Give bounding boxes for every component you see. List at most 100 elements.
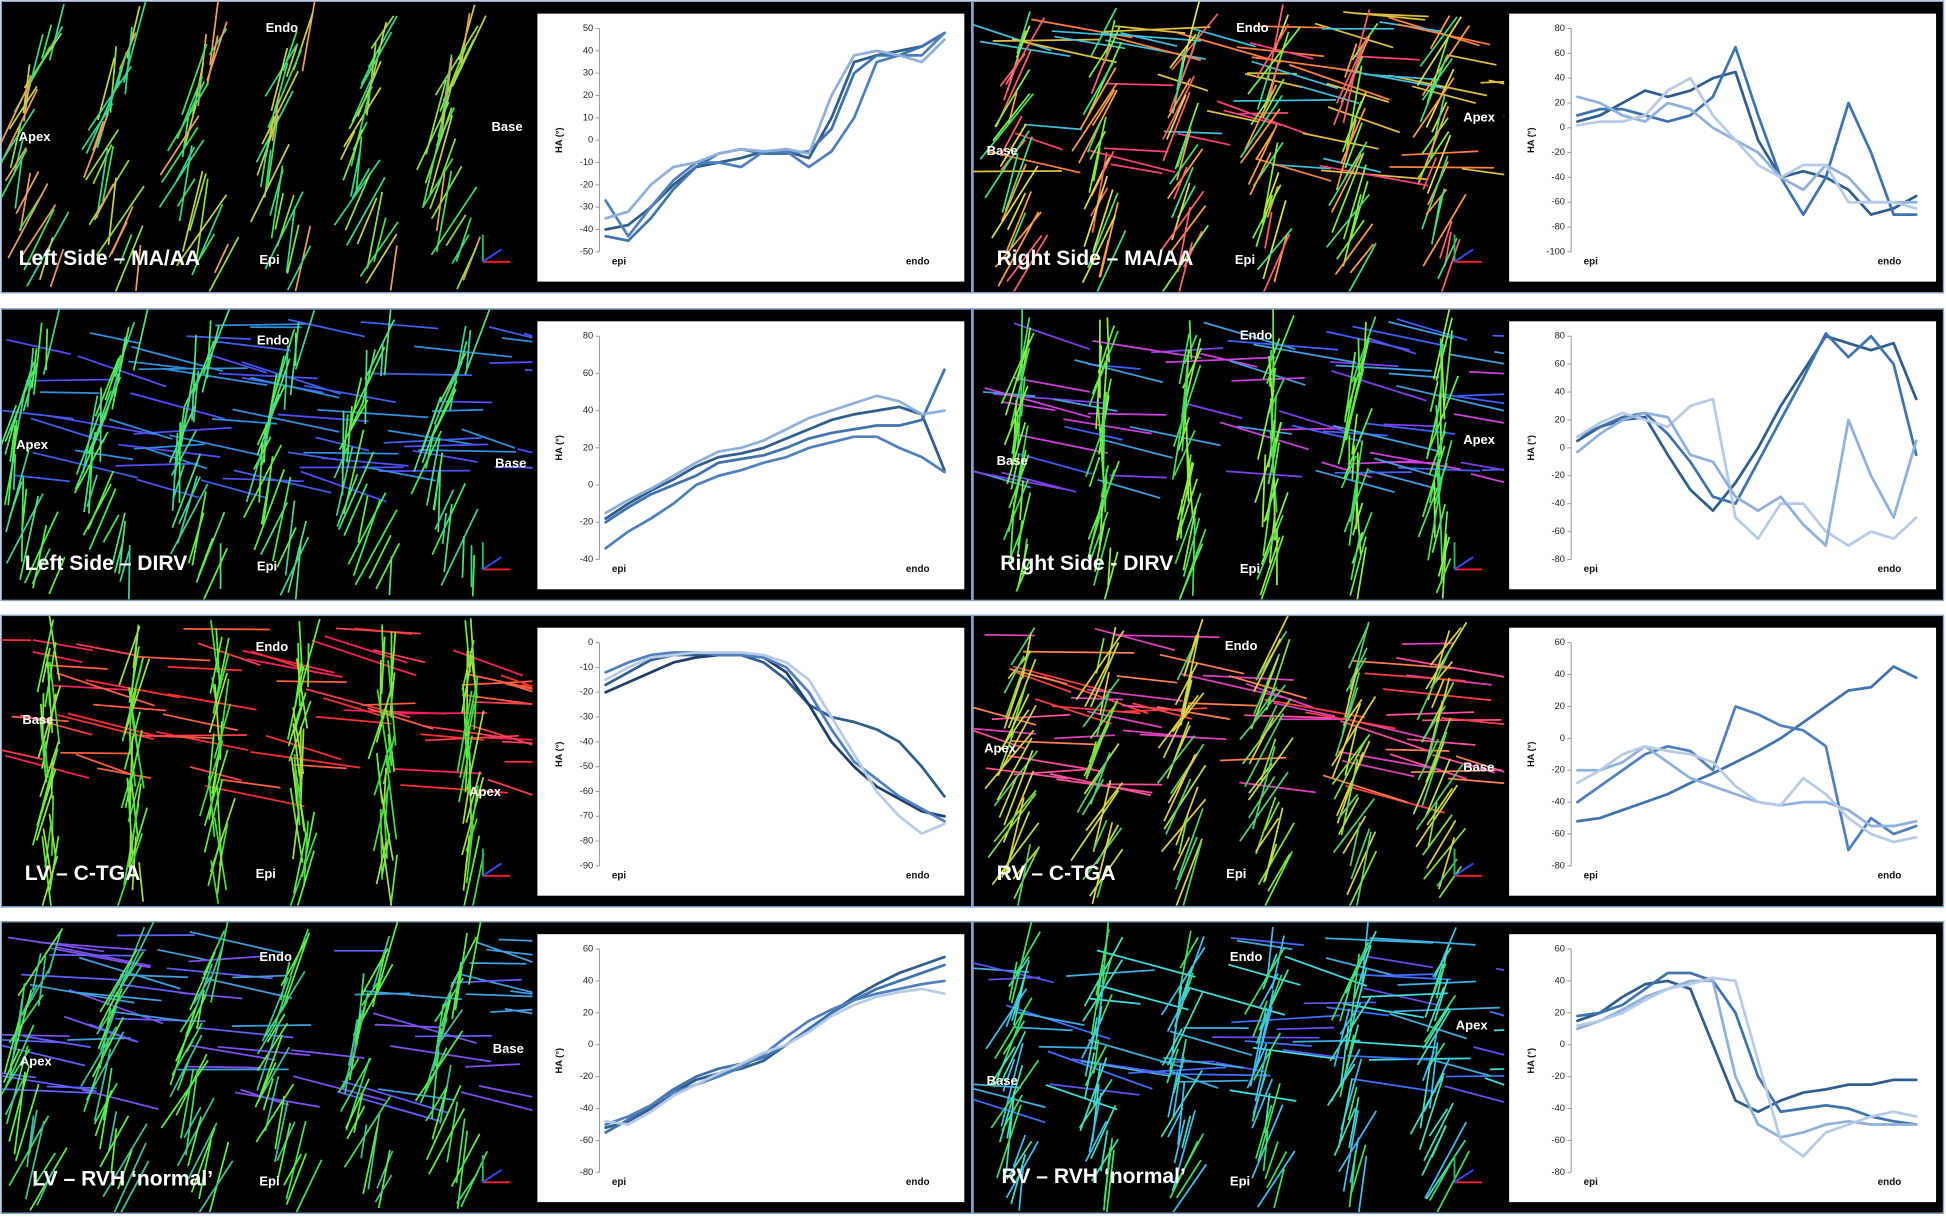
fiber [373,742,392,796]
fiber [271,93,281,142]
y-tick-label: 80 [1555,23,1565,33]
fiber [387,660,397,746]
fiber [475,941,533,963]
panel-label: Endo [1230,949,1263,964]
fiber [1356,546,1367,600]
y-tick-label: -20 [1552,1071,1565,1081]
fiber [1441,533,1448,599]
fiber [419,1047,448,1104]
y-tick-label: 20 [1555,97,1565,107]
fiber [1426,986,1445,1032]
fiber [1173,429,1196,477]
fiber [1017,543,1029,589]
fiber [1172,1051,1185,1118]
y-tick-label: -60 [580,786,593,796]
fiber [93,1048,112,1121]
fiber [281,932,311,1011]
fiber [1356,831,1372,906]
fiber [158,139,205,208]
series-line [1576,76,1918,210]
fiber [1012,376,1091,393]
fiber [1103,551,1119,600]
fiber [39,391,100,394]
fiber [183,1106,202,1139]
fiber [383,308,392,376]
fiber [1352,55,1420,61]
fiber [335,446,354,516]
fiber [4,147,27,182]
fiber [14,1083,40,1162]
fiber [1427,477,1443,561]
fiber [400,784,509,794]
fiber [1076,762,1107,813]
fiber [129,807,148,863]
fiber [1265,638,1291,711]
fiber [104,354,122,401]
fiber [431,483,466,556]
fiber [461,428,516,449]
fiber [1240,108,1281,164]
fiber [210,860,220,904]
fiber [372,935,391,989]
fiber [203,547,228,600]
fiber [1015,559,1031,592]
fiber [307,643,310,688]
fiber [1004,136,1034,212]
fiber [501,337,533,343]
panel-title: LV – C-TGA [25,862,141,885]
fiber [120,1160,150,1213]
fiber [1484,1077,1505,1086]
fiber [1175,838,1203,906]
fiber [984,633,1035,637]
fiber [1105,1149,1115,1213]
fiber [107,177,117,246]
y-tick-label: -20 [1552,765,1565,775]
fiber [48,556,66,595]
fiber [20,476,25,562]
fiber [989,1046,1016,1086]
fiber [1096,230,1127,292]
fiber [1177,417,1190,452]
series-line [1576,971,1918,1126]
fiber [44,740,49,779]
fiber [1257,1083,1281,1162]
fiber [1001,163,1027,222]
fiber [1428,421,1447,504]
series-line [604,963,946,1134]
fiber [1011,421,1020,466]
fiber [487,778,533,796]
fiber [1349,647,1368,683]
fiber [102,1123,148,1198]
fiber [1168,46,1195,112]
fiber [1177,1081,1186,1145]
fiber [440,54,453,124]
fiber [213,243,229,274]
fiber [991,713,1070,721]
fiber [5,1045,29,1125]
fiber [107,1111,118,1153]
fiber [1429,627,1462,666]
fiber [993,1007,1027,1087]
fiber [44,641,57,708]
fiber [1342,73,1356,123]
fiber [361,349,376,406]
fiber [1101,921,1110,985]
fiber [1178,333,1191,385]
fiber [102,514,120,543]
fiber [1440,238,1461,292]
fiber [160,1059,209,1129]
fiber [341,410,345,496]
fiber [294,541,302,600]
fiber [1430,678,1445,709]
fiber [26,211,70,287]
fiber [130,776,139,837]
fiber [359,31,393,90]
fiber [1089,130,1107,160]
fiber [1260,492,1289,565]
series-line [604,987,946,1126]
fiber [1054,35,1126,50]
y-tick-label: -20 [1552,147,1565,157]
fiber [274,193,284,230]
fiber [1011,414,1020,455]
y-tick-label: -10 [580,662,593,672]
